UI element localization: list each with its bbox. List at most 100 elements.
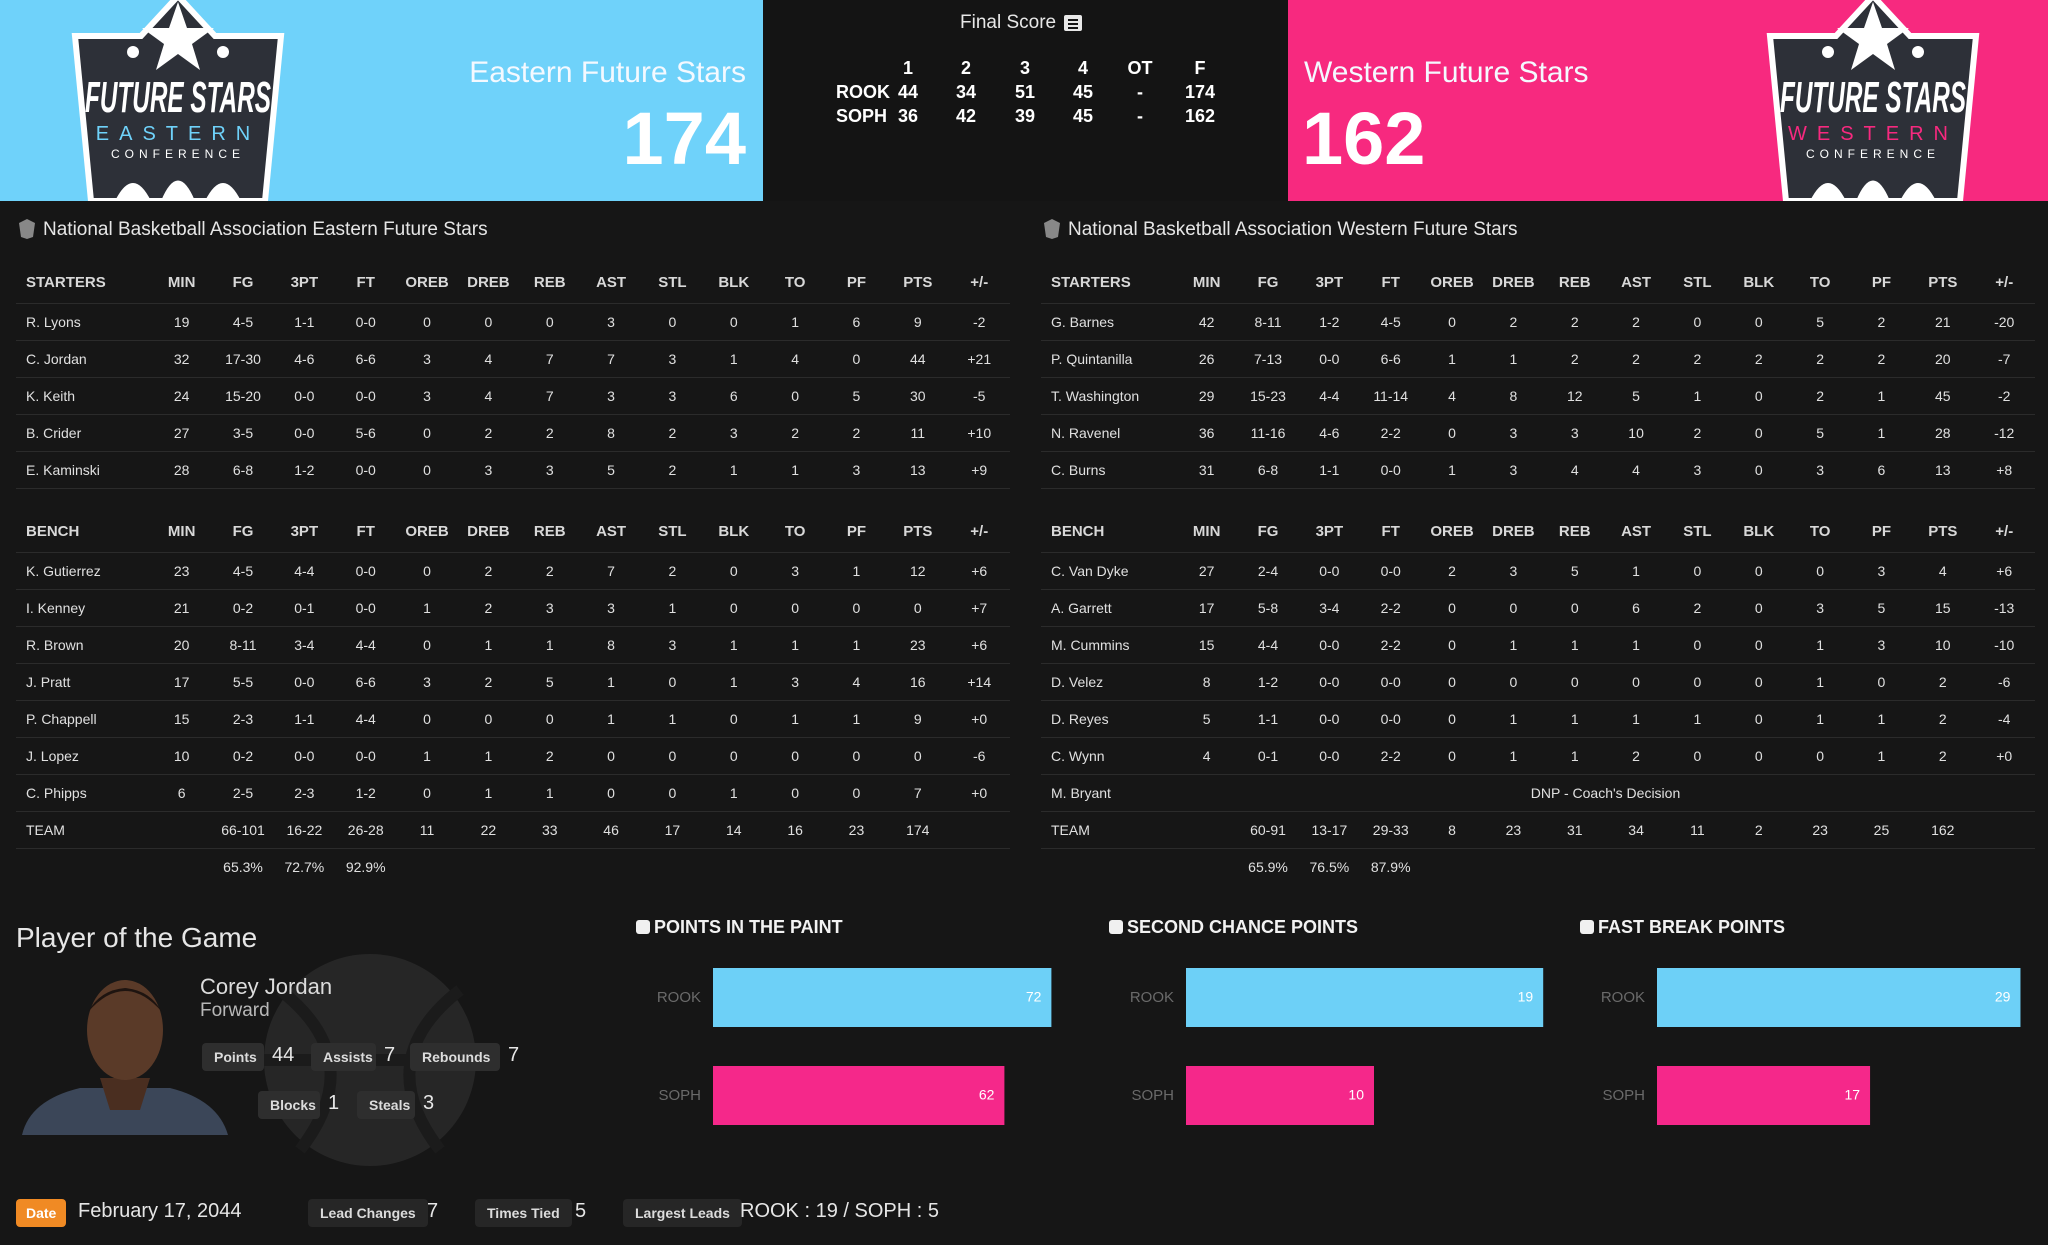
west-logo: FUTURE STARS WESTERN CONFERENCE <box>1766 0 1980 201</box>
stat-cell: 8 <box>1482 377 1545 415</box>
team-cell: 23 <box>825 811 888 849</box>
stat-cell: 6 <box>151 774 213 812</box>
header-cell: MIN <box>1176 262 1238 304</box>
stat-cell: 2 <box>641 414 704 452</box>
logo-text: CONFERENCE <box>111 147 245 161</box>
logo-dot <box>217 46 229 58</box>
stat-cell: 2 <box>1666 589 1729 627</box>
stat-cell: +6 <box>948 626 1010 664</box>
stat-cell: 0 <box>1544 663 1606 701</box>
logo-text: CONFERENCE <box>1806 147 1940 161</box>
stat-cell: 0 <box>1728 700 1790 738</box>
icon-shape <box>1044 219 1060 239</box>
stat-cell: 2 <box>1850 340 1913 378</box>
head <box>87 980 163 1080</box>
stat-cell: 3 <box>1789 451 1851 489</box>
stat-cell: 4 <box>457 340 520 378</box>
pct-cell: 72.7% <box>284 859 325 875</box>
stat-cell: 0 <box>825 774 888 812</box>
stat-cell: 0 <box>641 663 704 701</box>
stat-cell: 3 <box>396 663 458 701</box>
stat-cell: 1 <box>457 626 520 664</box>
stat-cell: 1 <box>641 589 704 627</box>
stat-cell: 1 <box>396 589 458 627</box>
stat-cell: 26 <box>1176 340 1238 378</box>
stat-cell: 3 <box>519 451 581 489</box>
value-label: 10 <box>1348 1087 1364 1103</box>
stat-cell: 0 <box>457 700 520 738</box>
header-cell: BLK <box>703 511 765 553</box>
stat-value: 44 <box>272 1044 295 1066</box>
player-name: D. Reyes <box>1041 700 1176 738</box>
stat-cell: 0-0 <box>273 737 336 775</box>
stat-value: 7 <box>508 1044 520 1066</box>
east-logo: FUTURE STARS EASTERN CONFERENCE <box>71 0 285 201</box>
header-cell: AST <box>1605 511 1667 553</box>
pct-cell: 65.3% <box>223 859 263 875</box>
team-cell: 174 <box>887 811 949 849</box>
player-position: Forward <box>200 1000 270 1021</box>
player-name: R. Lyons <box>16 303 151 341</box>
stat-cell: 3 <box>580 303 642 341</box>
bar <box>1657 1066 1871 1125</box>
stat-cell: 1 <box>1482 700 1545 738</box>
stat-cell: 0 <box>1421 663 1483 701</box>
header-cell: STL <box>641 262 704 304</box>
stat-cell: 2 <box>1605 737 1667 775</box>
pct-row: 65.3% 72.7% 92.9% <box>16 849 1010 886</box>
stat-cell: 4-4 <box>335 626 397 664</box>
stat-cell: +0 <box>1973 737 2035 775</box>
stat-cell: +0 <box>948 774 1010 812</box>
stat-cell: 1 <box>1482 340 1545 378</box>
team-cell: 2 <box>1728 811 1790 849</box>
stat-cell: 0 <box>641 303 704 341</box>
stat-cell: 11 <box>887 414 949 452</box>
bar <box>713 1066 1005 1125</box>
team-cell: 29-33 <box>1360 811 1422 849</box>
stat-cell: 1 <box>764 451 826 489</box>
stat-cell: 1 <box>1789 663 1851 701</box>
stat-cell: 7 <box>580 340 642 378</box>
stat-cell: 3-5 <box>212 414 274 452</box>
stat-cell: 10 <box>1912 626 1974 664</box>
linescore-value: 45 <box>1072 82 1094 102</box>
stat-cell: 9 <box>887 303 949 341</box>
stat-cell: 4 <box>825 663 888 701</box>
stat-cell: 1 <box>764 626 826 664</box>
jersey <box>22 1088 228 1135</box>
player-row: C. Van Dyke 27 2-4 0-0 0-0 2 3 5 1 0 0 0 3 4 +6 <box>1041 552 2035 590</box>
stat-cell: 0-2 <box>212 737 274 775</box>
stat-cell: 2 <box>764 414 826 452</box>
team-cell: 33 <box>519 811 581 849</box>
header-cell: PF <box>825 262 888 304</box>
gap-row <box>1041 489 2035 512</box>
team-cell: 16-22 <box>273 811 336 849</box>
stat-cell: 27 <box>1176 552 1238 590</box>
team-cell: 31 <box>1544 811 1606 849</box>
stat-cell: 15 <box>1912 589 1974 627</box>
stat-cell: 1 <box>1544 700 1606 738</box>
stat-cell: 4 <box>764 340 826 378</box>
stat-cell: -7 <box>1973 340 2035 378</box>
header-cell: STARTERS <box>1041 262 1176 304</box>
stat-cell: 0 <box>764 589 826 627</box>
icon-shape <box>19 219 35 239</box>
linescore-value: 36 <box>897 106 919 126</box>
player-row: M. Cummins 15 4-4 0-0 2-2 0 1 1 1 0 0 1 3 10 -10 <box>1041 626 2035 664</box>
header-cell: +/- <box>1973 262 2035 304</box>
header-cell: +/- <box>1973 511 2035 553</box>
stat-cell: 0 <box>1544 589 1606 627</box>
stat-cell: 0 <box>1728 663 1790 701</box>
stat-cell: 7-13 <box>1237 340 1299 378</box>
player-row: C. Phipps 6 2-5 2-3 1-2 0 1 1 0 0 1 0 0 7 +0 <box>16 774 1010 812</box>
player-name: K. Gutierrez <box>16 552 151 590</box>
stat-cell: 0 <box>1728 451 1790 489</box>
header-cell: PTS <box>887 511 949 553</box>
stat-cell: 0 <box>1605 663 1667 701</box>
stat-cell: +6 <box>1973 552 2035 590</box>
player-row: J. Lopez 10 0-2 0-0 0-0 1 1 2 0 0 0 0 0 0 -6 <box>16 737 1010 775</box>
team-icon <box>1044 219 1060 239</box>
stat-cell: 4-5 <box>212 303 274 341</box>
stat-cell: 0 <box>1728 414 1790 452</box>
